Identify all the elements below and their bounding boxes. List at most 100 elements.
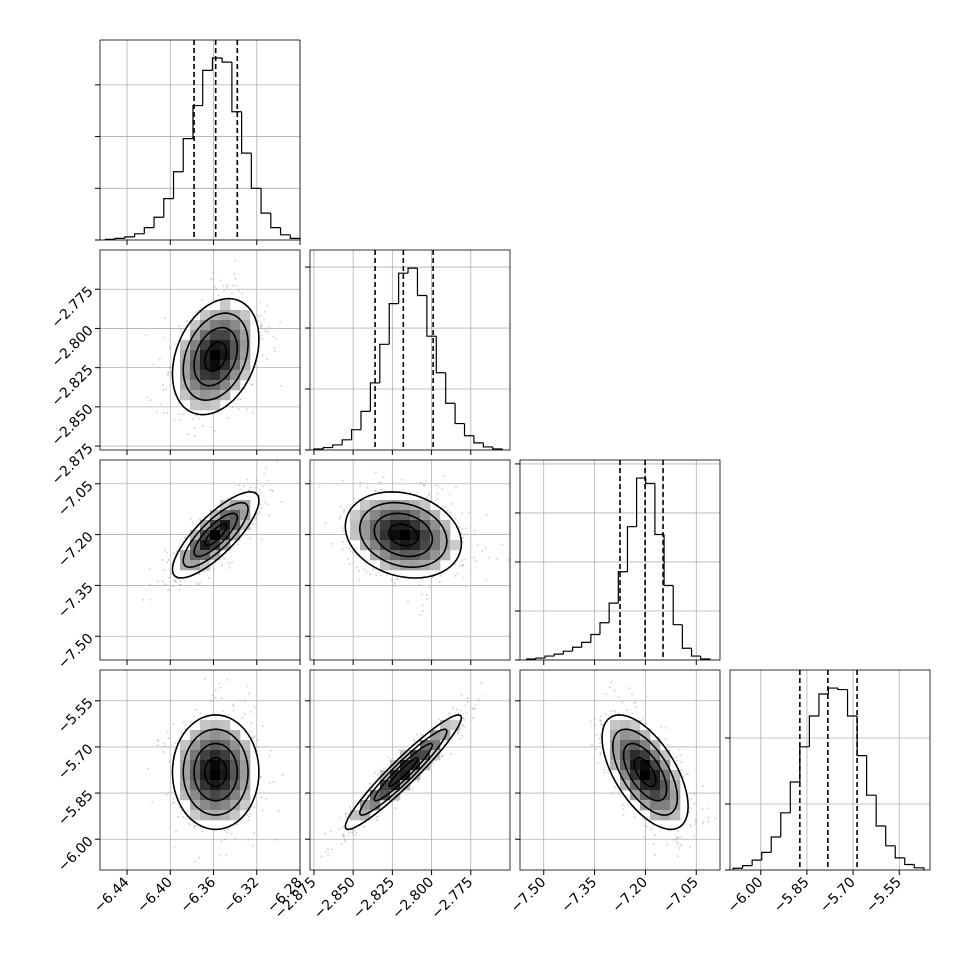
scatter-point (178, 413, 181, 416)
histogram-bin (866, 755, 877, 796)
scatter-point (257, 738, 260, 741)
scatter-point (439, 574, 442, 577)
density-cell (240, 330, 251, 341)
scatter-point (455, 708, 458, 711)
scatter-point (347, 558, 350, 560)
histogram-bin (827, 687, 838, 694)
scatter-point (353, 497, 356, 500)
scatter-point (474, 560, 477, 563)
scatter-point (652, 842, 655, 845)
density-cell (670, 810, 681, 821)
scatter-point (266, 503, 269, 506)
scatter-point (366, 486, 369, 489)
scatter-point (463, 558, 466, 561)
histogram-bin (341, 439, 352, 445)
scatter-point (162, 580, 164, 583)
scatter-point (210, 699, 213, 702)
scatter-point (181, 413, 184, 416)
scatter-point (320, 855, 323, 858)
density-cell (230, 760, 241, 771)
scatter-point (198, 517, 201, 520)
scatter-point (237, 289, 240, 292)
scatter-point (146, 767, 149, 770)
x-tick-label: −2.775 (428, 874, 476, 922)
density-cell (220, 500, 231, 511)
density-cell (430, 730, 441, 741)
scatter-point (464, 704, 467, 707)
contour-line (204, 756, 228, 788)
scatter-point (340, 842, 343, 845)
x-tick-label: −5.55 (863, 874, 905, 916)
panel-frame (99, 39, 301, 241)
scatter-point (163, 336, 166, 339)
density-cell (410, 500, 421, 511)
panel-frame (99, 459, 301, 661)
histogram-bin (124, 236, 135, 239)
density-cell (230, 510, 241, 521)
scatter-point (438, 581, 441, 584)
histogram-bin (599, 622, 610, 635)
scatter-point (172, 585, 175, 588)
scatter-point (167, 374, 169, 377)
scatter-point (393, 581, 396, 584)
density-cell (210, 530, 221, 541)
scatter-point (187, 822, 190, 825)
density-cell (200, 780, 211, 791)
scatter-point (180, 583, 183, 586)
scatter-point (201, 830, 204, 833)
scatter-point (225, 854, 228, 857)
density-cell (230, 810, 241, 821)
scatter-point (626, 708, 628, 711)
scatter-point (329, 830, 332, 833)
scatter-point (365, 570, 368, 573)
scatter-point (437, 485, 440, 488)
density-cell (220, 530, 231, 541)
scatter-point (458, 564, 461, 567)
scatter-point (214, 696, 217, 699)
density-cell (370, 500, 381, 511)
scatter-point (650, 828, 653, 831)
scatter-point (170, 563, 173, 566)
density-cell (210, 790, 221, 801)
histogram-bin (360, 410, 371, 430)
scatter-point (166, 561, 168, 564)
density-cell (210, 370, 221, 381)
panel (95, 669, 301, 875)
scatter-point (613, 689, 616, 692)
scatter-point (599, 752, 602, 755)
density-cell (430, 550, 441, 561)
scatter-point (198, 417, 201, 420)
scatter-point (194, 825, 197, 827)
scatter-point (686, 772, 689, 775)
density-cell (220, 780, 231, 791)
histogram-bin (590, 633, 600, 643)
density-cell (210, 760, 221, 771)
density-cell (230, 500, 241, 511)
scatter-point (459, 709, 462, 712)
density-cell (190, 790, 201, 801)
scatter-point (210, 278, 213, 281)
scatter-point (678, 748, 681, 751)
scatter-point (679, 836, 682, 839)
histogram-bin (231, 62, 242, 113)
scatter-point (318, 485, 321, 488)
scatter-point (603, 771, 606, 774)
scatter-point (324, 832, 327, 835)
scatter-point (477, 697, 479, 700)
scatter-point (416, 733, 419, 736)
density-cell (380, 560, 391, 571)
scatter-point (173, 846, 176, 849)
scatter-point (654, 833, 657, 836)
panel-frame (729, 669, 931, 871)
x-tick-label: −2.800 (389, 874, 437, 922)
contour-line (204, 341, 228, 373)
scatter-point (441, 755, 444, 758)
scatter-point (423, 484, 426, 487)
scatter-point (341, 540, 344, 543)
density-cell (350, 520, 361, 531)
density-cell (200, 330, 211, 341)
scatter-point (169, 346, 171, 348)
scatter-point (441, 505, 444, 508)
density-cell (350, 810, 361, 821)
density-cell (180, 390, 191, 401)
